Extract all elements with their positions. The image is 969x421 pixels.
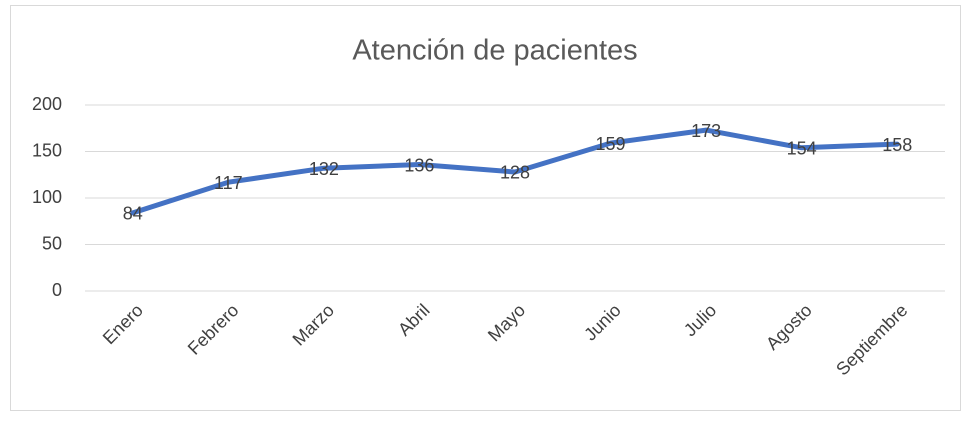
- y-tick-label: 0: [52, 280, 62, 300]
- line: [130, 127, 900, 216]
- data-label: 136: [404, 155, 434, 175]
- y-tick-label: 100: [32, 187, 62, 207]
- data-label: 159: [596, 134, 626, 154]
- data-label: 158: [882, 135, 912, 155]
- chart-title: Atención de pacientes: [352, 35, 637, 67]
- data-label: 154: [787, 139, 817, 159]
- data-label: 173: [691, 121, 721, 141]
- y-tick-label: 50: [42, 233, 62, 253]
- data-label: 117: [214, 173, 243, 193]
- data-label: 132: [309, 159, 339, 179]
- chart-frame: [10, 5, 961, 411]
- data-label: 84: [123, 204, 143, 224]
- y-tick-label: 150: [32, 140, 62, 160]
- data-label: 128: [500, 163, 530, 183]
- y-tick-label: 200: [32, 94, 62, 114]
